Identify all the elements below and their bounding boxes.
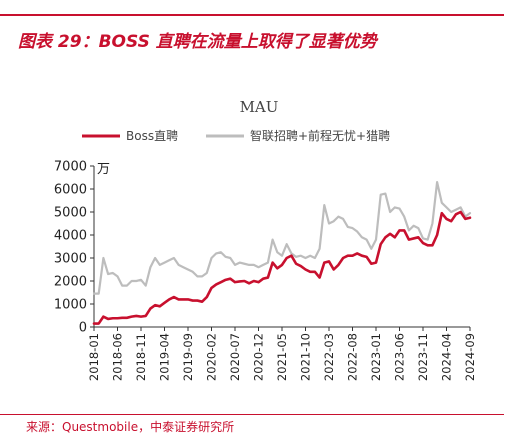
- source-note: 来源：Questmobile，中泰证券研究所: [26, 420, 235, 434]
- x-tick-label: 2023-06: [393, 333, 407, 381]
- x-tick-label: 2018-06: [111, 333, 125, 381]
- x-tick-label: 2023-01: [369, 333, 383, 381]
- top-rule: [0, 14, 504, 16]
- x-axis: 2018-01 2018-06 2018-11 2019-04 2019-09 2020-…: [87, 326, 477, 381]
- y-unit-label: 万: [97, 162, 110, 177]
- series-layer: [92, 181, 472, 325]
- y-tick-label: 4000: [54, 229, 87, 244]
- y-tick-label: 7000: [54, 160, 87, 175]
- x-tick-label: 2022-08: [346, 333, 360, 381]
- chart-title: MAU: [240, 98, 279, 116]
- x-tick-label: 2023-11: [416, 333, 430, 381]
- legend: Boss直聘 智联招聘+前程无忧+猎聘: [82, 128, 390, 143]
- x-tick-label: 2019-09: [181, 333, 195, 381]
- y-tick-label: 2000: [54, 275, 87, 290]
- x-tick-label: 2018-11: [134, 333, 148, 381]
- y-tick-label: 3000: [54, 252, 87, 267]
- x-tick-label: 2020-12: [252, 333, 266, 381]
- x-tick-label: 2021-05: [275, 333, 289, 381]
- x-tick-label: 2022-03: [322, 333, 336, 381]
- x-tick-label: 2020-02: [205, 333, 219, 381]
- x-tick-label: 2021-10: [299, 333, 313, 381]
- y-tick-label: 1000: [54, 298, 87, 313]
- series-line-boss: [92, 210, 472, 325]
- y-axis: 0 1000 2000 3000 4000 5000 6000 7000: [54, 160, 95, 336]
- y-tick-label: 0: [79, 321, 87, 336]
- x-tick-label: 2018-01: [87, 333, 101, 381]
- y-tick-label: 6000: [54, 183, 87, 198]
- bottom-rule: [0, 414, 504, 415]
- x-tick-label: 2020-07: [228, 333, 242, 381]
- series-line-others: [92, 181, 472, 295]
- legend-label-others: 智联招聘+前程无忧+猎聘: [250, 128, 390, 143]
- y-tick-label: 5000: [54, 206, 87, 221]
- legend-label-boss: Boss直聘: [126, 129, 178, 143]
- figure-title: 图表 29：BOSS 直聘在流量上取得了显著优势: [18, 32, 377, 52]
- x-tick-label: 2019-04: [158, 333, 172, 381]
- x-tick-label: 2024-04: [440, 333, 454, 381]
- x-tick-label: 2024-09: [463, 333, 477, 381]
